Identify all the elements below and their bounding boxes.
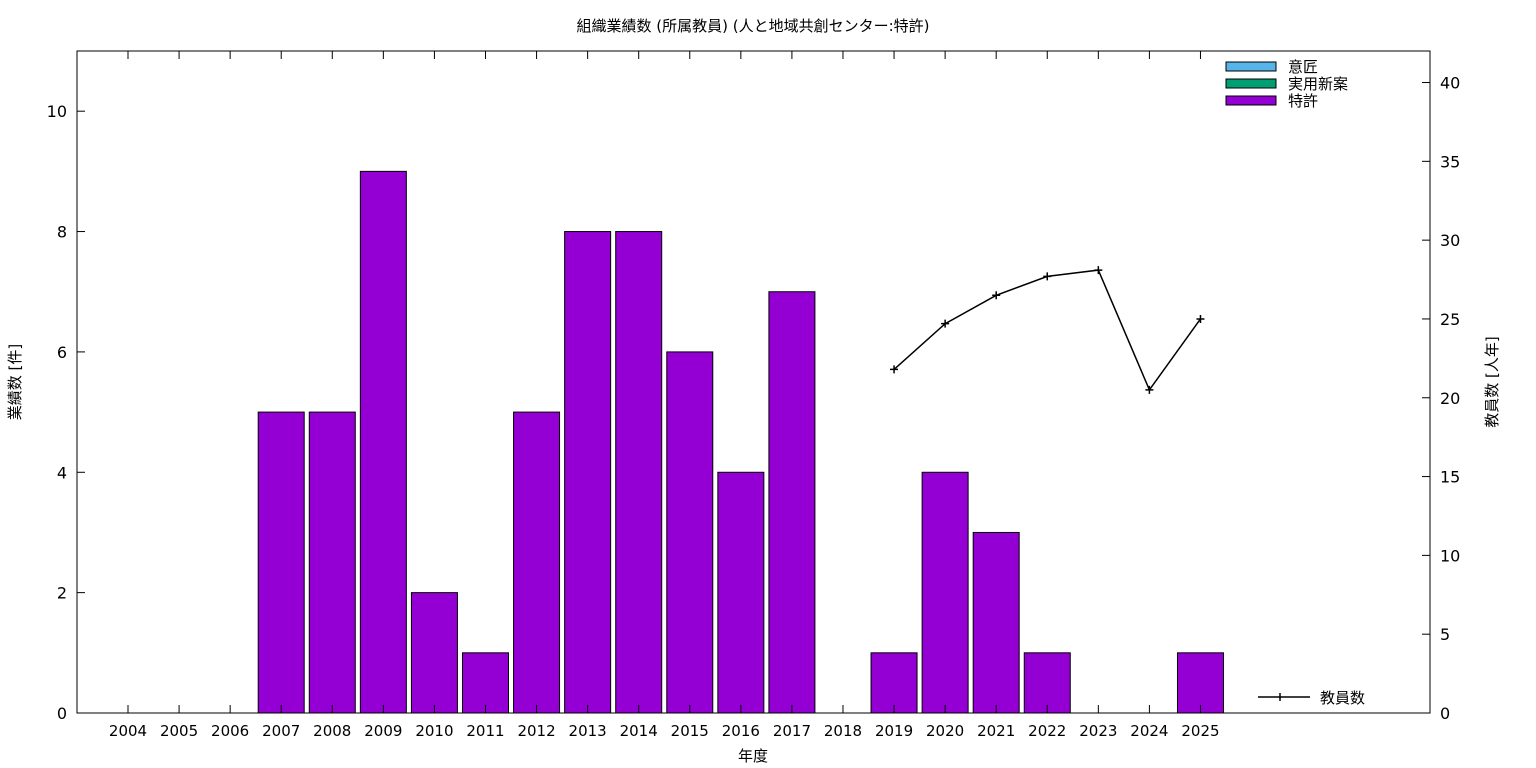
faculty-point-2020 [941,319,950,328]
x-tick-label-2018: 2018 [824,722,862,740]
faculty-point-2024 [1145,385,1154,394]
y2-tick-label-10: 10 [1440,546,1460,565]
x-tick-label-2011: 2011 [466,722,504,740]
bar-2013 [564,231,612,714]
x-tick-label-2016: 2016 [722,722,760,740]
y2-tick-label-40: 40 [1440,74,1460,93]
bar-2025 [1176,652,1224,714]
faculty-point-2025 [1196,314,1205,323]
y-axis-label: 業績数 [件] [6,344,24,420]
legend-swatch-3 [1225,95,1277,106]
faculty-point-2021 [992,291,1001,300]
x-tick-label-2006: 2006 [211,722,249,740]
bar-2019 [870,652,918,714]
legend-swatch-2 [1225,78,1277,89]
x-tick-label-2008: 2008 [313,722,351,740]
legend-label-1: 意匠 [1288,58,1318,76]
bar-2015 [666,351,714,714]
y2-axis-label: 教員数 [人年] [1483,336,1501,427]
y-tick-label-0: 0 [57,704,67,723]
y2-tick-label-5: 5 [1440,625,1450,644]
x-tick-label-2009: 2009 [364,722,402,740]
y-tick-label-2: 2 [57,584,67,603]
x-tick-label-2017: 2017 [773,722,811,740]
faculty-point-2023 [1094,266,1103,275]
chart-title: 組織業績数 (所属教員) (人と地域共創センター:特許) [576,17,929,35]
x-tick-label-2010: 2010 [415,722,453,740]
x-tick-label-2023: 2023 [1079,722,1117,740]
y2-tick-label-35: 35 [1440,152,1460,171]
x-tick-label-2007: 2007 [262,722,300,740]
faculty-line-group [890,266,1205,394]
x-tick-label-2025: 2025 [1181,722,1219,740]
bar-2017 [768,291,816,714]
y-tick-label-8: 8 [57,223,67,242]
bar-2014 [615,231,663,714]
y-tick-label-4: 4 [57,463,67,482]
bar-2021 [972,531,1020,714]
bar-2007 [257,411,305,714]
bar-2020 [921,471,969,714]
bar-2016 [717,471,765,714]
legend-label-2: 実用新案 [1288,75,1348,93]
y-tick-label-10: 10 [47,102,67,121]
x-tick-label-2012: 2012 [517,722,555,740]
x-tick-label-2014: 2014 [620,722,658,740]
legend-line-label: 教員数 [1320,689,1365,707]
y2-tick-label-15: 15 [1440,468,1460,487]
bar-2009 [359,170,407,714]
y2-tick-label-0: 0 [1440,704,1450,723]
x-tick-label-2004: 2004 [109,722,147,740]
y2-tick-label-25: 25 [1440,310,1460,329]
x-tick-label-2005: 2005 [160,722,198,740]
faculty-point-2022 [1043,272,1052,281]
axes-group: 2004 2005 2006 2007 2008 2009 2010 2011 2012 2013… [47,51,1460,740]
legend-label-3: 特許 [1288,92,1318,110]
x-tick-label-2020: 2020 [926,722,964,740]
bar-2022 [1023,652,1071,714]
x-tick-label-2022: 2022 [1028,722,1066,740]
bars-group [257,170,1224,714]
x-tick-label-2013: 2013 [569,722,607,740]
x-tick-label-2021: 2021 [977,722,1015,740]
x-axis-label: 年度 [738,747,768,765]
bar-2008 [308,411,356,714]
faculty-point-2019 [890,365,899,374]
bar-2012 [513,411,561,714]
x-tick-label-2019: 2019 [875,722,913,740]
y2-tick-label-30: 30 [1440,231,1460,250]
bar-2010 [410,592,458,714]
bar-2011 [461,652,509,714]
x-tick-label-2015: 2015 [671,722,709,740]
y-tick-label-6: 6 [57,343,67,362]
y2-tick-label-20: 20 [1440,389,1460,408]
x-tick-label-2024: 2024 [1130,722,1168,740]
legend-swatch-1 [1225,61,1277,72]
faculty-line [893,269,1202,392]
